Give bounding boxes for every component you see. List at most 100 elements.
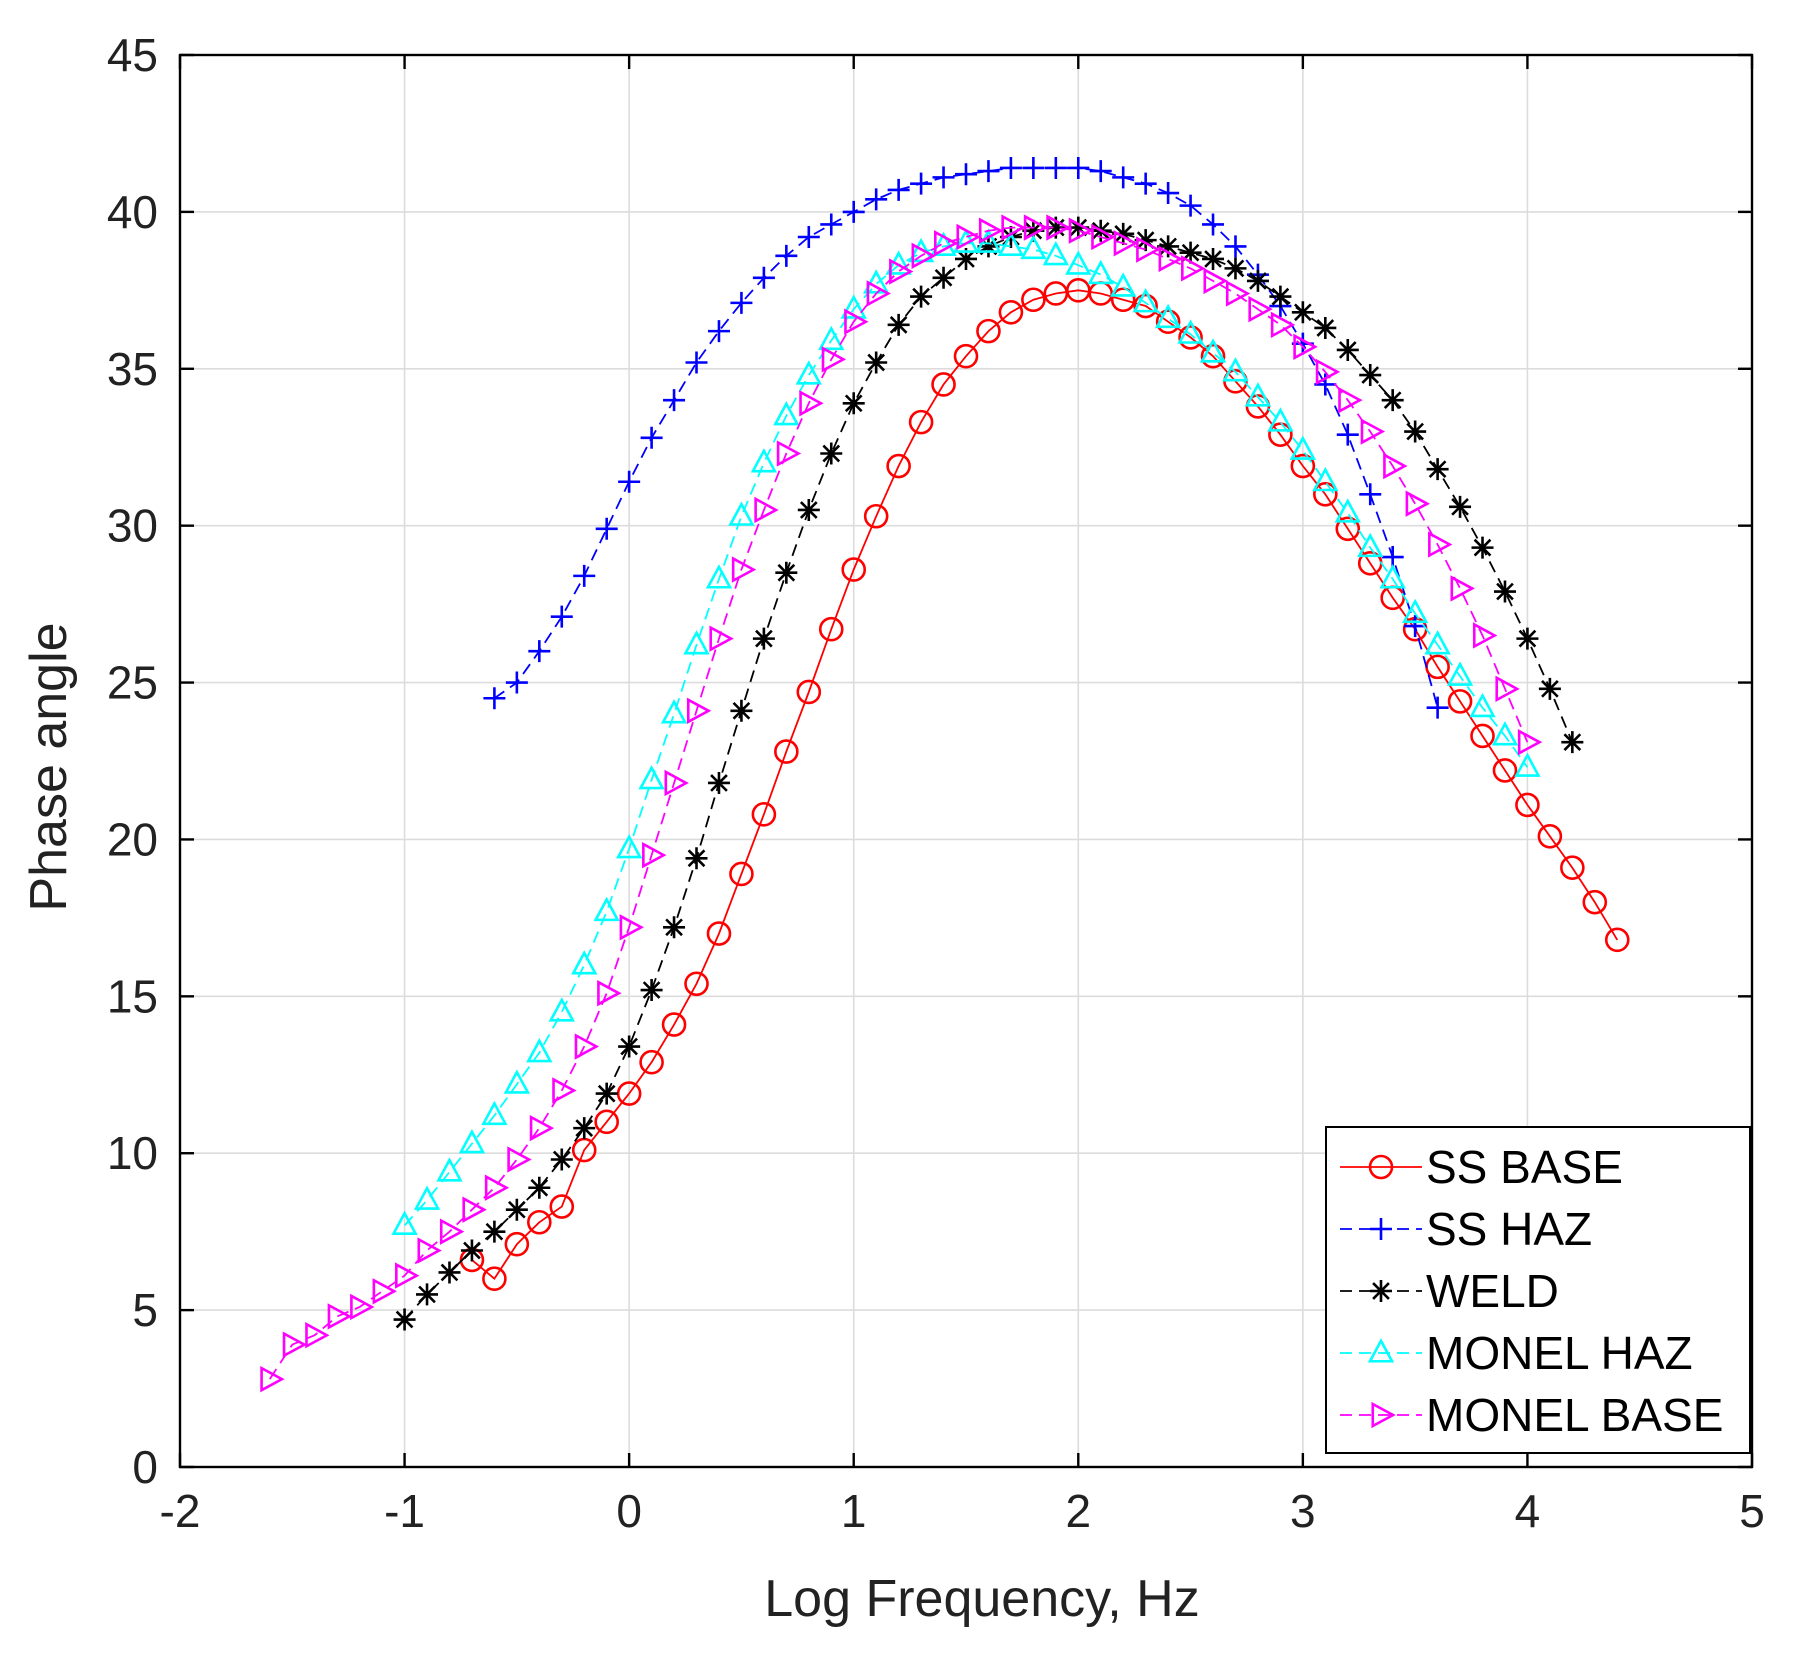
data-point <box>1514 752 1541 777</box>
data-point <box>1336 423 1359 446</box>
data-point <box>529 1114 555 1142</box>
legend-item-monel-haz: MONEL HAZ <box>1340 1327 1693 1379</box>
y-tick-label: 0 <box>132 1441 158 1493</box>
data-point <box>504 1231 530 1257</box>
data-point <box>887 178 910 201</box>
legend-box <box>1325 1126 1751 1454</box>
data-point <box>282 1331 308 1358</box>
data-point <box>1222 357 1249 382</box>
data-point <box>417 1237 442 1264</box>
data-point <box>327 1303 353 1330</box>
data-point <box>481 1100 508 1126</box>
x-axis-label: Log Frequency, Hz <box>764 1570 1199 1628</box>
data-point <box>998 299 1024 325</box>
data-point <box>751 802 777 827</box>
data-point <box>1177 319 1204 344</box>
data-point <box>1560 855 1585 880</box>
data-point <box>1134 172 1157 195</box>
data-point <box>1042 240 1070 266</box>
data-point <box>1158 245 1183 273</box>
data-point <box>1112 166 1135 189</box>
legend-label: WELD <box>1426 1265 1559 1317</box>
data-point <box>482 1266 507 1292</box>
data-point <box>955 163 977 186</box>
data-point <box>863 503 889 529</box>
data-point <box>1181 255 1206 282</box>
data-point <box>548 997 575 1022</box>
data-point <box>1110 272 1137 297</box>
data-point <box>436 1157 463 1182</box>
y-tick-labels: 0 5 10 15 20 25 30 35 40 45 <box>107 29 158 1493</box>
legend-label: SS HAZ <box>1426 1203 1592 1255</box>
data-point <box>1224 257 1247 280</box>
x-tick-labels: -2 -1 0 1 2 3 4 5 <box>160 1485 1765 1537</box>
data-point <box>1312 466 1339 492</box>
data-point <box>773 401 800 426</box>
data-point <box>821 346 847 373</box>
data-point <box>842 200 865 223</box>
data-point <box>528 1176 551 1199</box>
data-point <box>820 213 843 236</box>
data-point <box>1268 422 1293 447</box>
data-point <box>730 699 753 722</box>
data-point <box>661 1012 687 1037</box>
legend-item-ss-base: SS BASE <box>1340 1141 1623 1193</box>
series-ss-haz <box>483 156 1449 719</box>
data-point <box>776 440 802 467</box>
data-point <box>1446 661 1474 686</box>
data-point <box>1404 420 1427 443</box>
data-point <box>686 697 712 724</box>
data-point <box>889 258 914 285</box>
data-point <box>1516 627 1539 650</box>
legend-item-monel-base: MONEL BASE <box>1340 1389 1723 1441</box>
data-point <box>684 971 709 997</box>
data-point <box>1582 889 1608 915</box>
legend-marker <box>1370 1280 1392 1302</box>
data-point <box>818 616 844 642</box>
data-point <box>709 625 734 652</box>
data-point <box>528 640 551 663</box>
data-point <box>1132 288 1159 313</box>
data-point <box>978 217 1004 244</box>
data-point <box>752 266 775 289</box>
data-point <box>1315 358 1341 386</box>
data-point <box>594 1109 619 1135</box>
data-point <box>574 1033 600 1060</box>
data-point <box>706 921 732 946</box>
data-point <box>866 280 892 307</box>
data-point <box>1561 731 1584 754</box>
data-point <box>1157 182 1180 205</box>
data-point <box>685 351 708 374</box>
data-point <box>1334 498 1361 523</box>
data-point <box>1178 325 1203 350</box>
data-point <box>1044 216 1067 239</box>
data-point <box>1335 516 1361 542</box>
data-point <box>1179 241 1202 264</box>
data-point <box>887 313 910 336</box>
data-point <box>731 556 757 583</box>
data-point <box>639 1049 664 1075</box>
data-point <box>999 156 1022 179</box>
data-point <box>1089 160 1112 183</box>
legend-marker <box>1370 1218 1392 1240</box>
data-point <box>1269 285 1292 308</box>
data-point <box>1360 418 1386 445</box>
data-point <box>953 343 979 369</box>
data-point <box>305 1322 330 1349</box>
data-point <box>505 671 528 694</box>
y-tick-label: 5 <box>132 1284 158 1336</box>
data-point <box>618 470 641 493</box>
data-point <box>1289 435 1317 460</box>
series-monel-base <box>260 214 1543 1393</box>
x-tick-label: -1 <box>384 1485 425 1537</box>
legend-label: MONEL HAZ <box>1426 1327 1693 1379</box>
data-point <box>844 308 869 335</box>
data-point <box>705 564 733 589</box>
series-weld <box>393 216 1584 1331</box>
data-point <box>799 390 824 417</box>
data-point <box>908 409 934 435</box>
data-point <box>977 235 1000 258</box>
data-point <box>1110 287 1136 313</box>
data-point <box>1469 692 1496 718</box>
